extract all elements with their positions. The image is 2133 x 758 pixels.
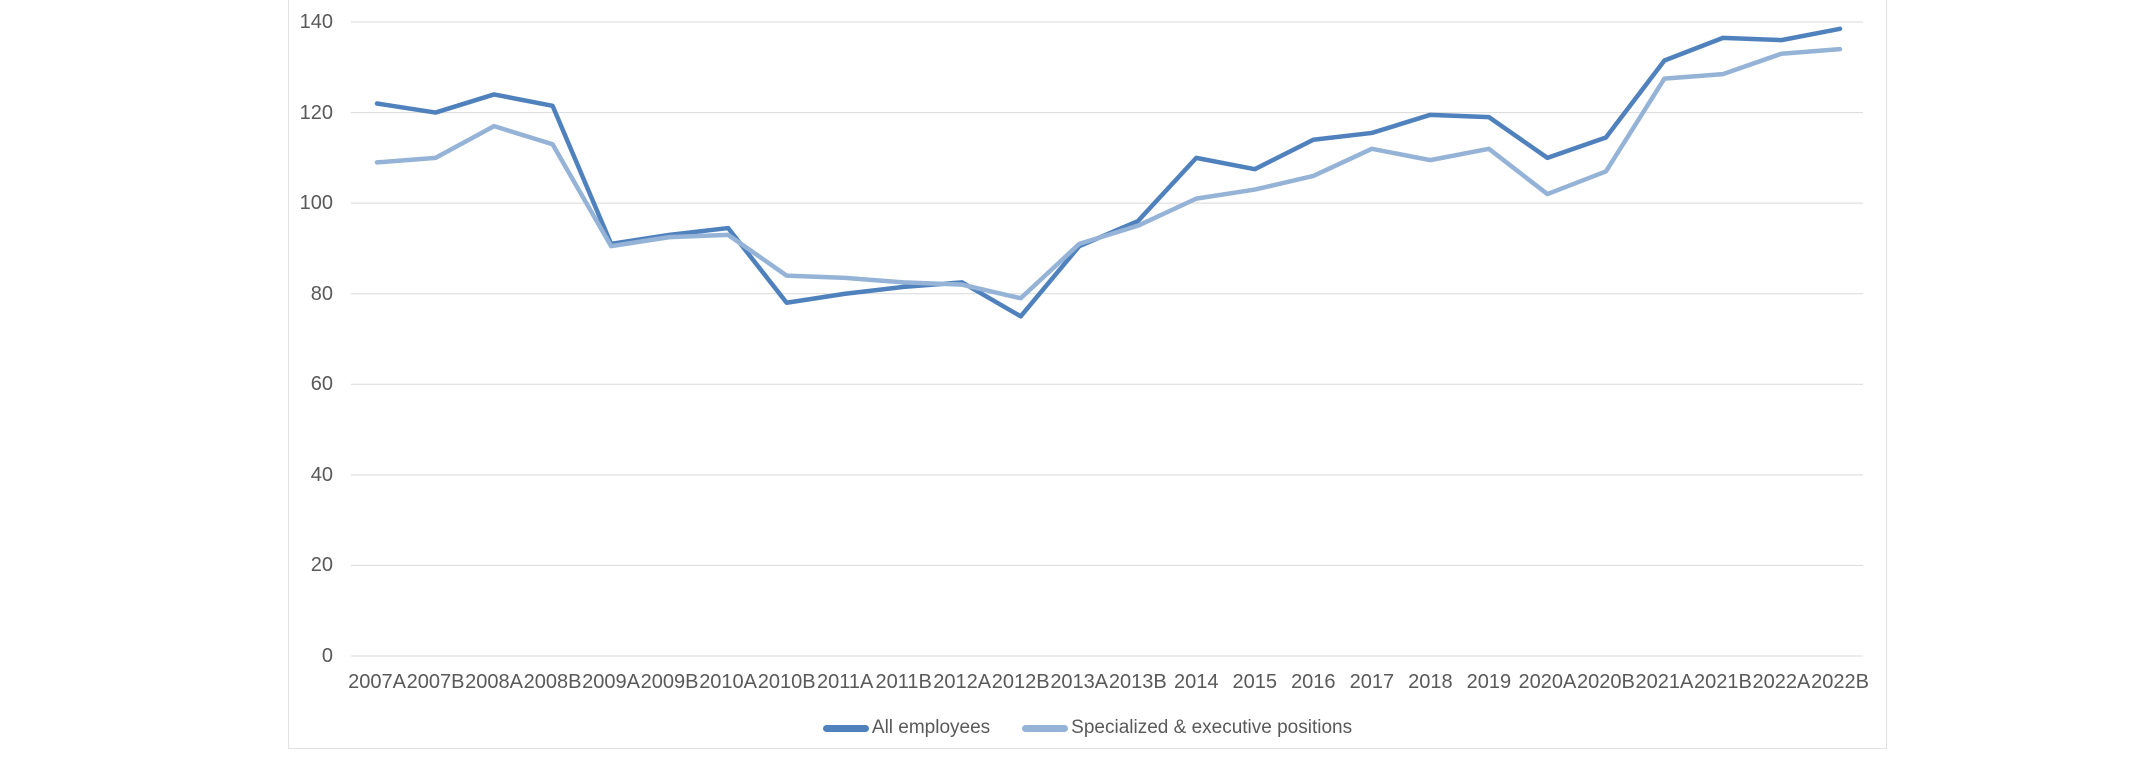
- x-tick-label-2010B: 2010B: [757, 671, 816, 693]
- x-tick-label-2022A: 2022A: [1752, 671, 1811, 693]
- y-tick-label-20: 20: [310, 554, 333, 577]
- x-tick-label-2020A: 2020A: [1518, 671, 1577, 693]
- y-tick-label-0: 0: [321, 645, 333, 667]
- series-lines: [374, 26, 1843, 319]
- x-tick-label-2015: 2015: [1232, 671, 1278, 693]
- gridlines: [351, 21, 1863, 657]
- x-tick-label-2007A: 2007A: [348, 671, 406, 693]
- legend: All employees Specialized & executive po…: [288, 717, 1887, 739]
- x-tick-label-2009B: 2009B: [640, 671, 699, 693]
- x-tick-label-2017: 2017: [1349, 671, 1395, 693]
- x-tick-label-2013A: 2013A: [1050, 671, 1109, 693]
- legend-marker-all-employees-icon: [822, 724, 869, 732]
- x-tick-label-2008A: 2008A: [465, 671, 523, 693]
- legend-marker-specialized-executive-icon: [1022, 724, 1069, 732]
- x-tick-label-2021B: 2021B: [1694, 671, 1752, 693]
- x-tick-label-2016: 2016: [1291, 671, 1336, 693]
- x-tick-label-2021A: 2021A: [1635, 671, 1694, 693]
- y-tick-label-40: 40: [310, 463, 333, 486]
- x-tick-label-2010A: 2010A: [699, 671, 758, 693]
- y-tick-label-120: 120: [299, 101, 333, 124]
- x-tick-label-2014: 2014: [1174, 671, 1219, 693]
- x-tick-label-2019: 2019: [1466, 671, 1512, 693]
- x-tick-label-2009A: 2009A: [582, 671, 640, 693]
- legend-item-all-employees[interactable]: All employees: [822, 717, 991, 739]
- legend-label-all-employees: All employees: [871, 717, 991, 738]
- x-tick-label-2011B: 2011B: [875, 671, 932, 693]
- x-tick-label-2012B: 2012B: [991, 671, 1050, 693]
- chart-panel: [288, 0, 1887, 749]
- x-tick-label-2012A: 2012A: [933, 671, 992, 693]
- x-tick-label-2008B: 2008B: [523, 671, 582, 693]
- x-tick-label-2020B: 2020B: [1576, 671, 1635, 693]
- x-tick-label-2011A: 2011A: [816, 671, 874, 693]
- y-tick-label-80: 80: [310, 282, 333, 305]
- y-tick-label-100: 100: [299, 192, 333, 215]
- legend-item-specialized-executive[interactable]: Specialized & executive positions: [1022, 717, 1352, 739]
- x-tick-label-2022B: 2022B: [1811, 671, 1869, 693]
- x-tick-label-2013B: 2013B: [1108, 671, 1167, 693]
- series-line-all-employees[interactable]: [374, 26, 1843, 319]
- series-line-specialized-executive-positions[interactable]: [374, 46, 1843, 301]
- x-tick-label-2007B: 2007B: [406, 671, 465, 693]
- y-tick-label-60: 60: [310, 373, 333, 396]
- x-tick-label-2018: 2018: [1408, 671, 1453, 693]
- y-tick-label-140: 140: [299, 11, 333, 33]
- legend-label-specialized-executive: Specialized & executive positions: [1071, 717, 1353, 738]
